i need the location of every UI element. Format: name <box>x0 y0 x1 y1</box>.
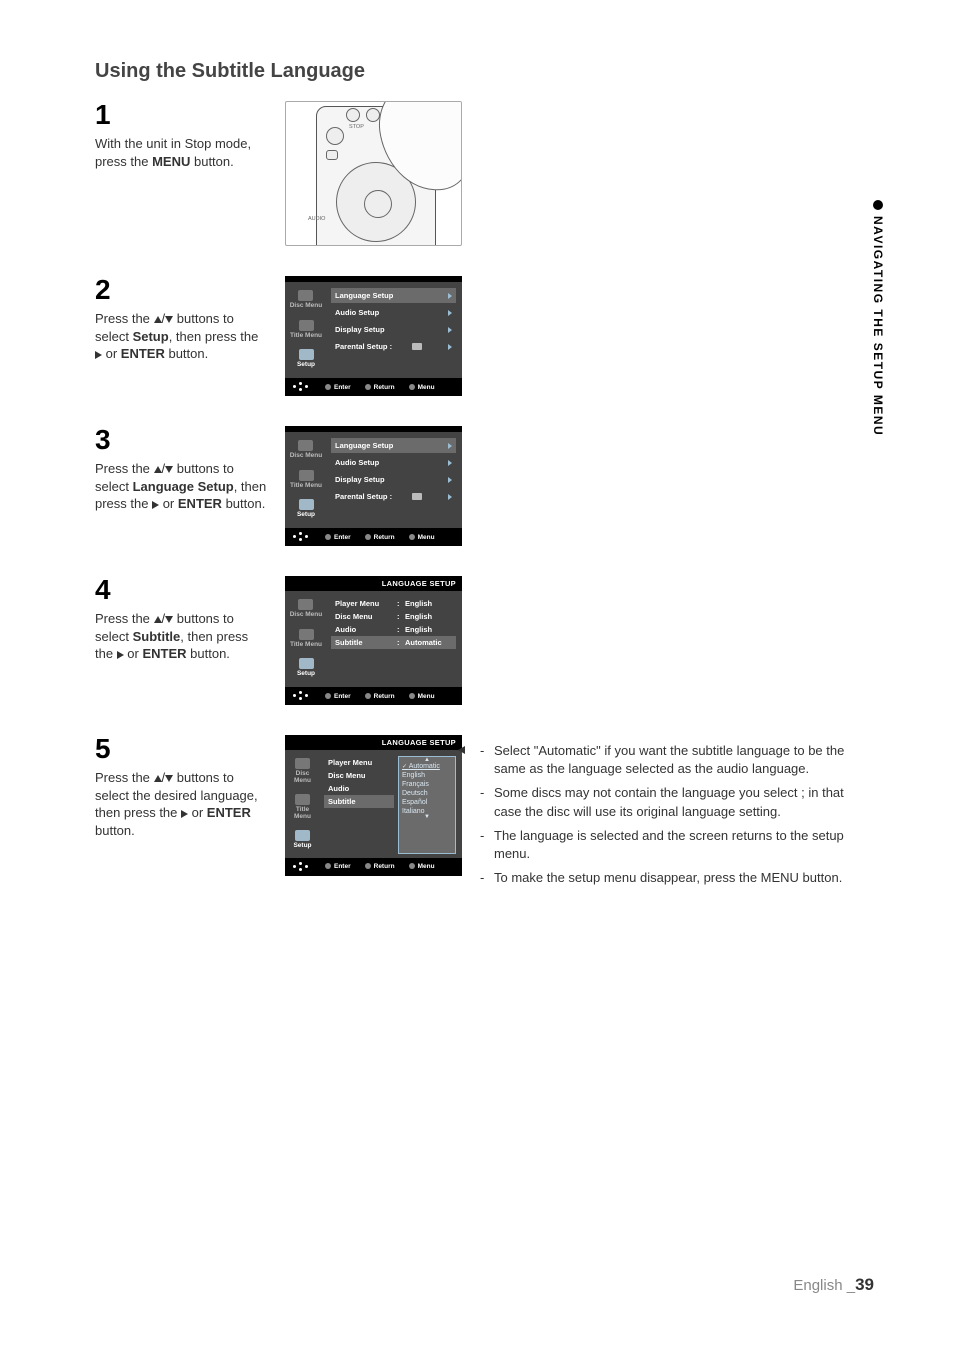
step-number: 5 <box>95 735 267 763</box>
steps-column: 1 With the unit in Stop mode, press the … <box>95 101 470 876</box>
osd-language-dropdown: ▲ Automatic English Français Deutsch Esp… <box>398 756 456 854</box>
step-1: 1 With the unit in Stop mode, press the … <box>95 101 470 246</box>
osd-foot-enter: Enter <box>325 534 351 541</box>
footer-language: English _ <box>793 1277 855 1294</box>
osd-row-audio-setup: Audio Setup <box>331 305 456 320</box>
osd-side-title-menu: Title Menu <box>290 470 322 490</box>
osd-lang-player-menu: Player Menu <box>324 756 394 769</box>
osd-lang-subtitle: Subtitle <box>324 795 394 808</box>
osd-header: LANGUAGE SETUP <box>285 735 462 750</box>
dropdown-opt-english: English <box>402 771 452 780</box>
osd-lang-disc-menu: Disc Menu <box>324 769 394 782</box>
osd-lang-player-menu: Player Menu:English <box>331 597 456 610</box>
osd-foot-menu: Menu <box>409 534 435 541</box>
dpad-icon <box>293 691 311 701</box>
osd-foot-return: Return <box>365 693 395 700</box>
step-number: 3 <box>95 426 267 454</box>
osd-side-setup: Setup <box>297 499 315 519</box>
note-item: The language is selected and the screen … <box>480 827 860 863</box>
step-text: Press the / buttons to select Subtitle, … <box>95 610 267 663</box>
side-tab-dot-icon <box>873 200 883 210</box>
osd-lang-disc-menu: Disc Menu:English <box>331 610 456 623</box>
osd-row-parental-setup: Parental Setup : <box>331 489 456 504</box>
step-2: 2 Press the / buttons to select Setup, t… <box>95 276 470 396</box>
osd-side-title-menu: Title Menu <box>290 320 322 340</box>
dropdown-opt-espanol: Español <box>402 798 452 807</box>
osd-row-parental-setup: Parental Setup : <box>331 339 456 354</box>
osd-foot-return: Return <box>365 384 395 391</box>
dropdown-opt-deutsch: Deutsch <box>402 789 452 798</box>
osd-header: LANGUAGE SETUP <box>285 576 462 591</box>
osd-foot-menu: Menu <box>409 863 435 870</box>
osd-row-language-setup: Language Setup <box>331 438 456 453</box>
osd-screenshot-2: Disc Menu Title Menu Setup Language Setu… <box>285 276 462 396</box>
page-footer: English _39 <box>793 1275 874 1295</box>
osd-lang-audio: Audio <box>324 782 394 795</box>
osd-side-setup: Setup <box>297 658 315 678</box>
step-text: Press the / buttons to select the desire… <box>95 769 267 839</box>
osd-foot-return: Return <box>365 863 395 870</box>
osd-screenshot-4: LANGUAGE SETUP Disc Menu Title Menu Setu… <box>285 576 462 705</box>
osd-foot-enter: Enter <box>325 693 351 700</box>
osd-side-setup: Setup <box>297 349 315 369</box>
step-text: Press the / buttons to select Setup, the… <box>95 310 267 363</box>
remote-audio-label: AUDIO <box>308 216 325 222</box>
step-number: 4 <box>95 576 267 604</box>
osd-foot-menu: Menu <box>409 384 435 391</box>
osd-screenshot-5: LANGUAGE SETUP Disc Menu Title Menu Setu… <box>285 735 462 876</box>
osd-side-disc-menu: Disc Menu <box>290 440 323 460</box>
dpad-icon <box>293 532 311 542</box>
osd-side-title-menu: Title Menu <box>287 794 318 820</box>
side-tab-label: NAVIGATING THE SETUP MENU <box>871 216 885 436</box>
note-item: Select "Automatic" if you want the subti… <box>480 742 860 778</box>
dropdown-opt-francais: Français <box>402 780 452 789</box>
step-number: 2 <box>95 276 267 304</box>
osd-foot-enter: Enter <box>325 863 351 870</box>
section-side-tab: NAVIGATING THE SETUP MENU <box>871 200 889 480</box>
osd-side-disc-menu: Disc Menu <box>290 290 323 310</box>
step-number: 1 <box>95 101 267 129</box>
osd-foot-enter: Enter <box>325 384 351 391</box>
osd-side-title-menu: Title Menu <box>290 629 322 649</box>
note-item: To make the setup menu disappear, press … <box>480 869 860 887</box>
osd-foot-return: Return <box>365 534 395 541</box>
osd-side-disc-menu: Disc Menu <box>290 599 323 619</box>
dpad-icon <box>293 862 311 872</box>
dpad-icon <box>293 382 311 392</box>
remote-illustration: STOP AUDIO <box>285 101 462 246</box>
step-text: Press the / buttons to select Language S… <box>95 460 267 513</box>
remote-stop-label: STOP <box>349 124 364 130</box>
osd-lang-audio: Audio:English <box>331 623 456 636</box>
dropdown-opt-automatic: Automatic <box>402 762 452 771</box>
step-text: With the unit in Stop mode, press the ME… <box>95 135 267 170</box>
note-item: Some discs may not contain the language … <box>480 784 860 820</box>
step-3: 3 Press the / buttons to select Language… <box>95 426 470 546</box>
osd-side-setup: Setup <box>293 830 311 850</box>
step-5: 5 Press the / buttons to select the desi… <box>95 735 470 876</box>
osd-row-display-setup: Display Setup <box>331 322 456 337</box>
page-number: 39 <box>855 1275 874 1294</box>
notes-panel: Select "Automatic" if you want the subti… <box>480 742 860 893</box>
osd-row-display-setup: Display Setup <box>331 472 456 487</box>
osd-side-disc-menu: Disc Menu <box>287 758 318 784</box>
step-4: 4 Press the / buttons to select Subtitle… <box>95 576 470 705</box>
osd-foot-menu: Menu <box>409 693 435 700</box>
page-title: Using the Subtitle Language <box>95 60 874 83</box>
osd-screenshot-3: Disc Menu Title Menu Setup Language Setu… <box>285 426 462 546</box>
osd-row-language-setup: Language Setup <box>331 288 456 303</box>
notes-arrow-icon <box>458 746 465 754</box>
osd-row-audio-setup: Audio Setup <box>331 455 456 470</box>
osd-lang-subtitle: Subtitle:Automatic <box>331 636 456 649</box>
